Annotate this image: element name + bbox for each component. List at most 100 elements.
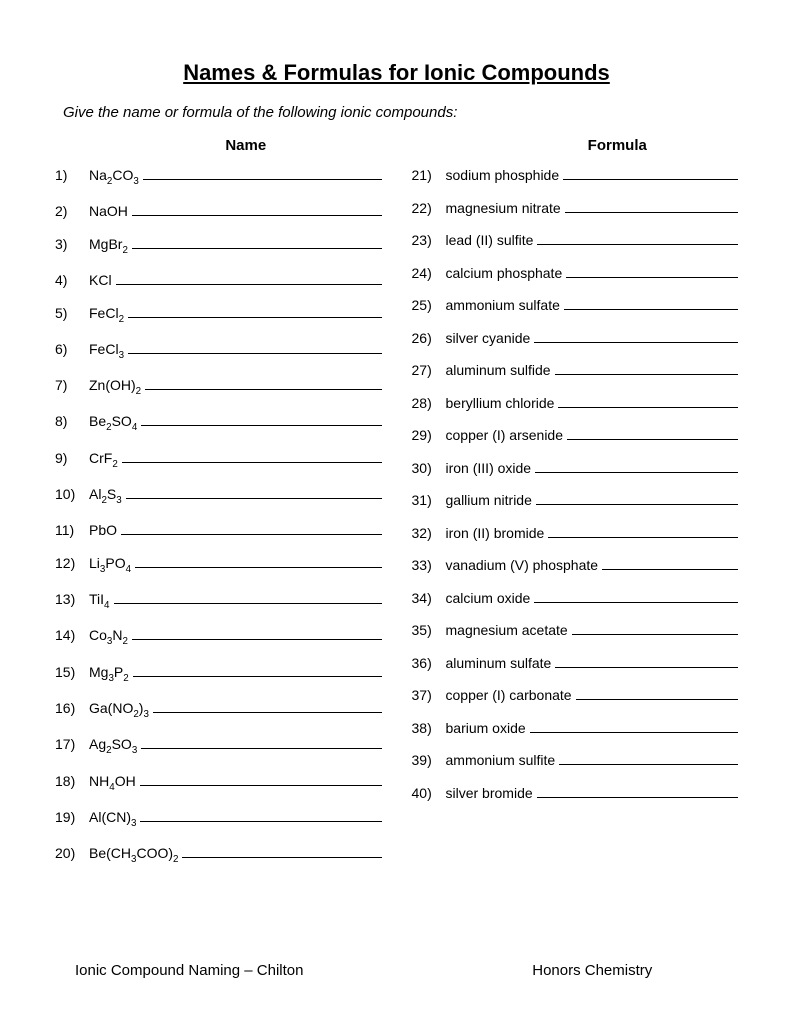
question-row: 30)iron (III) oxide [412,459,739,476]
answer-blank[interactable] [602,556,738,570]
compound-name: aluminum sulfate [446,655,552,671]
question-number: 31) [412,492,446,508]
answer-blank[interactable] [143,166,382,180]
question-row: 25)ammonium sulfate [412,296,739,313]
answer-blank[interactable] [536,491,738,505]
question-number: 19) [55,809,89,825]
answer-blank[interactable] [126,485,382,499]
question-row: 13)TiI4 [55,590,382,611]
question-row: 1)Na2CO3 [55,166,382,187]
question-number: 14) [55,627,89,643]
question-row: 3)MgBr2 [55,235,382,256]
question-row: 12)Li3PO4 [55,554,382,575]
question-row: 2)NaOH [55,202,382,219]
question-number: 21) [412,167,446,183]
question-row: 37)copper (I) carbonate [412,686,739,703]
worksheet-columns: 1)Na2CO32)NaOH3)MgBr24)KCl5)FeCl26)FeCl3… [55,166,738,881]
compound-name: beryllium chloride [446,395,555,411]
compound-name: copper (I) carbonate [446,687,572,703]
question-number: 26) [412,330,446,346]
answer-blank[interactable] [534,329,738,343]
chemical-formula: MgBr2 [89,236,128,256]
chemical-formula: Na2CO3 [89,167,139,187]
answer-blank[interactable] [140,808,381,822]
question-number: 37) [412,687,446,703]
question-number: 11) [55,522,89,538]
chemical-formula: Al2S3 [89,486,122,506]
question-number: 18) [55,773,89,789]
answer-blank[interactable] [537,231,738,245]
answer-blank[interactable] [567,426,738,440]
chemical-formula: Co3N2 [89,627,128,647]
answer-blank[interactable] [576,686,738,700]
question-row: 5)FeCl2 [55,304,382,325]
answer-blank[interactable] [537,784,738,798]
question-row: 28)beryllium chloride [412,394,739,411]
question-number: 9) [55,450,89,466]
chemical-formula: Ga(NO2)3 [89,700,149,720]
answer-blank[interactable] [564,296,738,310]
answer-blank[interactable] [128,304,381,318]
question-number: 10) [55,486,89,502]
question-number: 24) [412,265,446,281]
answer-blank[interactable] [530,719,738,733]
compound-name: magnesium acetate [446,622,568,638]
answer-blank[interactable] [555,654,738,668]
answer-blank[interactable] [128,340,381,354]
answer-blank[interactable] [132,202,382,216]
compound-name: lead (II) sulfite [446,232,534,248]
answer-blank[interactable] [132,235,382,249]
question-number: 8) [55,413,89,429]
answer-blank[interactable] [535,459,738,473]
question-row: 39)ammonium sulfite [412,751,739,768]
answer-blank[interactable] [121,521,381,535]
answer-blank[interactable] [558,394,738,408]
answer-blank[interactable] [153,699,382,713]
answer-blank[interactable] [566,264,738,278]
answer-blank[interactable] [116,271,382,285]
question-number: 39) [412,752,446,768]
chemical-formula: TiI4 [89,591,110,611]
answer-blank[interactable] [140,772,382,786]
question-number: 28) [412,395,446,411]
answer-blank[interactable] [534,589,738,603]
chemical-formula: NH4OH [89,773,136,793]
question-row: 15)Mg3P2 [55,663,382,684]
answer-blank[interactable] [559,751,738,765]
answer-blank[interactable] [182,844,381,858]
compound-name: silver cyanide [446,330,531,346]
answer-blank[interactable] [572,621,738,635]
answer-blank[interactable] [135,554,381,568]
answer-blank[interactable] [548,524,738,538]
question-row: 14)Co3N2 [55,626,382,647]
chemical-formula: NaOH [89,203,128,219]
compound-name: silver bromide [446,785,533,801]
answer-blank[interactable] [114,590,382,604]
answer-blank[interactable] [132,626,382,640]
answer-blank[interactable] [563,166,738,180]
answer-blank[interactable] [141,412,381,426]
question-row: 40)silver bromide [412,784,739,801]
compound-name: ammonium sulfate [446,297,560,313]
answer-blank[interactable] [133,663,382,677]
answer-blank[interactable] [122,449,382,463]
answer-blank[interactable] [141,735,381,749]
question-number: 16) [55,700,89,716]
question-row: 27)aluminum sulfide [412,361,739,378]
compound-name: calcium phosphate [446,265,563,281]
question-row: 7)Zn(OH)2 [55,376,382,397]
chemical-formula: PbO [89,522,117,538]
question-number: 17) [55,736,89,752]
question-number: 33) [412,557,446,573]
question-number: 15) [55,664,89,680]
question-number: 30) [412,460,446,476]
worksheet-title: Names & Formulas for Ionic Compounds [55,60,738,86]
answer-blank[interactable] [555,361,738,375]
answer-blank[interactable] [565,199,738,213]
chemical-formula: FeCl3 [89,341,124,361]
question-number: 29) [412,427,446,443]
question-number: 35) [412,622,446,638]
question-row: 8)Be2SO4 [55,412,382,433]
answer-blank[interactable] [145,376,381,390]
question-number: 1) [55,167,89,183]
